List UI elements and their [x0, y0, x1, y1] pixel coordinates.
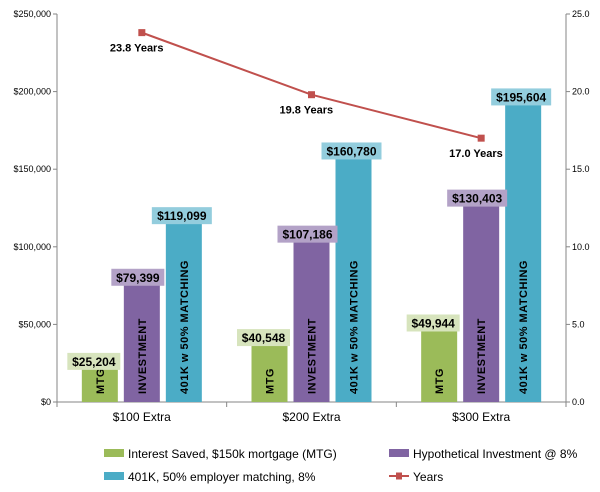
bar	[123, 278, 160, 402]
data-label: $40,548	[242, 331, 286, 345]
data-label-bg	[237, 329, 290, 347]
legend-label: Years	[413, 470, 443, 484]
y-tick-label: $150,000	[13, 164, 51, 174]
x-tick-label: $200 Extra	[282, 410, 340, 424]
data-label: $107,186	[282, 228, 332, 242]
bar-inner-label: MTG	[265, 368, 277, 394]
data-label: $119,099	[157, 209, 207, 223]
data-label: $160,780	[326, 144, 376, 158]
bar	[251, 339, 288, 402]
data-label-bg	[491, 88, 552, 106]
y-tick-label: $0	[41, 397, 51, 407]
legend-label: Hypothetical Investment @ 8%	[413, 447, 578, 461]
bar	[293, 235, 330, 402]
years-point	[138, 29, 146, 37]
data-label-bg	[406, 314, 460, 332]
data-label: $49,944	[411, 316, 455, 330]
y2-tick-label: 0.0	[572, 397, 585, 407]
bar	[335, 152, 372, 402]
bar-inner-label: INVESTMENT	[307, 318, 319, 394]
data-label-bg	[111, 268, 165, 286]
y2-tick-label: 10.0	[572, 242, 590, 252]
bar	[421, 324, 458, 402]
data-label-bg	[447, 189, 508, 207]
data-label: $79,399	[116, 271, 160, 285]
bar-inner-label: INVESTMENT	[476, 318, 488, 394]
bar-inner-label: 401K w 50% MATCHING	[349, 260, 361, 394]
years-point	[477, 134, 485, 142]
y-tick-label: $250,000	[13, 9, 51, 19]
data-label: $195,604	[496, 90, 546, 104]
legend-marker	[396, 472, 402, 480]
legend-swatch	[389, 449, 409, 457]
bar-inner-label: MTG	[434, 368, 446, 394]
legend-label: 401K, 50% employer matching, 8%	[128, 470, 316, 484]
bar	[463, 199, 500, 402]
legend-swatch	[104, 449, 124, 457]
bar-inner-label: INVESTMENT	[137, 318, 149, 394]
years-line: 23.8 Years 19.8 Years 17.0 Years	[110, 29, 503, 160]
bar	[505, 98, 542, 402]
y-tick-label: $200,000	[13, 87, 51, 97]
y2-tick-label: 25.0	[572, 9, 590, 19]
legend-swatch	[104, 472, 124, 480]
y-tick-label: $50,000	[18, 319, 51, 329]
data-label: $25,204	[72, 355, 116, 369]
years-line-path	[141, 31, 482, 140]
years-label: 19.8 Years	[280, 105, 334, 117]
legend-label: Interest Saved, $150k mortgage (MTG)	[128, 447, 337, 461]
years-point	[308, 91, 315, 99]
data-label-bg	[151, 207, 212, 225]
data-label-bg	[277, 225, 338, 243]
y2-tick-label: 15.0	[572, 164, 590, 174]
data-labels: MTG$25,204MTG$40,548MTG$49,944INVESTMENT…	[67, 88, 552, 394]
x-tick-label: $300 Extra	[452, 410, 510, 424]
x-tick-label: $100 Extra	[113, 410, 171, 424]
bar-inner-label: 401K w 50% MATCHING	[179, 260, 191, 394]
y2-tick-label: 20.0	[572, 87, 590, 97]
years-label: 17.0 Years	[449, 148, 503, 160]
bars	[81, 98, 542, 402]
y2-tick-label: 5.0	[572, 319, 585, 329]
y-tick-label: $100,000	[13, 242, 51, 252]
bar	[165, 217, 202, 402]
years-label: 23.8 Years	[110, 43, 164, 55]
bar-inner-label: MTG	[95, 368, 107, 394]
data-label: $130,403	[452, 192, 502, 206]
data-label-bg	[321, 142, 382, 160]
legend: Interest Saved, $150k mortgage (MTG) Hypo…	[104, 447, 578, 484]
bar-inner-label: 401K w 50% MATCHING	[518, 260, 530, 394]
data-label-bg	[67, 352, 121, 370]
